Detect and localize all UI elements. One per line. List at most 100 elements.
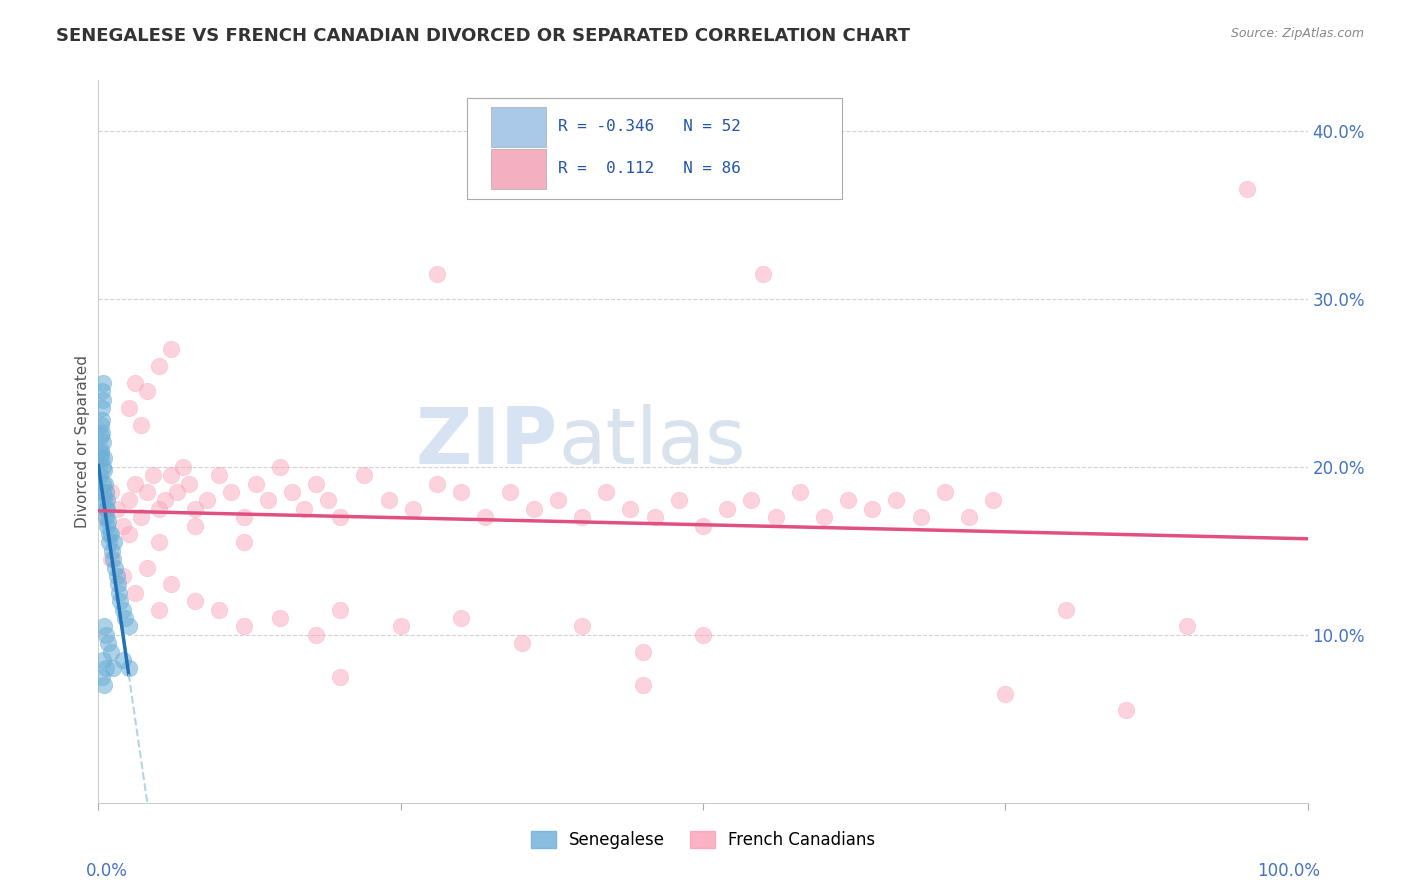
Point [97,527,120,541]
Point [547,493,569,508]
Point [716,501,738,516]
Point [498,485,520,500]
Point [114,611,136,625]
Point [402,501,425,516]
Point [184,594,207,608]
Point [91,376,114,390]
Point [118,493,141,508]
Point [98,535,121,549]
FancyBboxPatch shape [492,149,546,189]
Point [981,493,1004,508]
Point [450,611,472,625]
Point [789,485,811,500]
Point [129,510,152,524]
Point [860,501,883,516]
Point [232,535,254,549]
Point [90,451,112,466]
Point [93,463,115,477]
Point [90,429,112,443]
Point [160,577,183,591]
Point [934,485,956,500]
Point [269,611,291,625]
Point [523,501,546,516]
Point [91,401,114,415]
Point [474,510,496,524]
Text: SENEGALESE VS FRENCH CANADIAN DIVORCED OR SEPARATED CORRELATION CHART: SENEGALESE VS FRENCH CANADIAN DIVORCED O… [56,27,910,45]
Point [281,485,304,500]
Point [329,602,352,616]
Point [148,359,170,373]
Point [837,493,859,508]
Point [91,485,114,500]
Point [316,493,339,508]
Point [668,493,690,508]
Point [142,468,165,483]
Point [93,510,115,524]
Point [269,459,291,474]
Point [208,602,231,616]
Point [166,485,188,500]
Point [104,560,127,574]
Point [135,485,157,500]
Point [644,510,666,524]
Point [91,426,114,441]
Point [329,510,352,524]
Point [135,560,157,574]
Point [595,485,617,500]
Point [97,514,120,528]
Point [89,468,111,483]
Point [91,653,114,667]
Point [148,535,170,549]
FancyBboxPatch shape [467,98,842,200]
Point [752,267,775,281]
Point [111,518,134,533]
Point [135,384,157,398]
Point [184,518,207,533]
Point [111,569,134,583]
Point [129,417,152,432]
Point [172,459,194,474]
Point [571,510,593,524]
Point [105,569,128,583]
Point [94,661,117,675]
Point [740,493,762,508]
Point [91,392,114,407]
Point [292,501,315,516]
Point [329,670,352,684]
Point [91,413,114,427]
Point [118,661,141,675]
Point [153,493,176,508]
Point [256,493,278,508]
Point [103,535,125,549]
Point [245,476,267,491]
Point [100,485,122,500]
Point [105,501,128,516]
Point [94,628,117,642]
Point [100,644,122,658]
Point [96,493,118,508]
Point [994,687,1017,701]
Point [1115,703,1137,717]
Legend: Senegalese, French Canadians: Senegalese, French Canadians [524,824,882,856]
Point [107,577,129,591]
Point [90,446,112,460]
Point [910,510,932,524]
Point [101,552,124,566]
Point [1175,619,1198,633]
Point [221,485,243,500]
Point [100,527,122,541]
Point [94,485,117,500]
Point [96,518,118,533]
Text: 100.0%: 100.0% [1257,862,1320,880]
Point [179,476,201,491]
Point [426,476,449,491]
Text: R = -0.346   N = 52: R = -0.346 N = 52 [558,120,741,135]
Point [124,476,146,491]
Point [124,586,146,600]
Point [91,476,114,491]
Point [377,493,399,508]
Point [97,636,120,650]
Point [91,384,114,398]
Point [111,602,134,616]
Point [90,442,112,457]
